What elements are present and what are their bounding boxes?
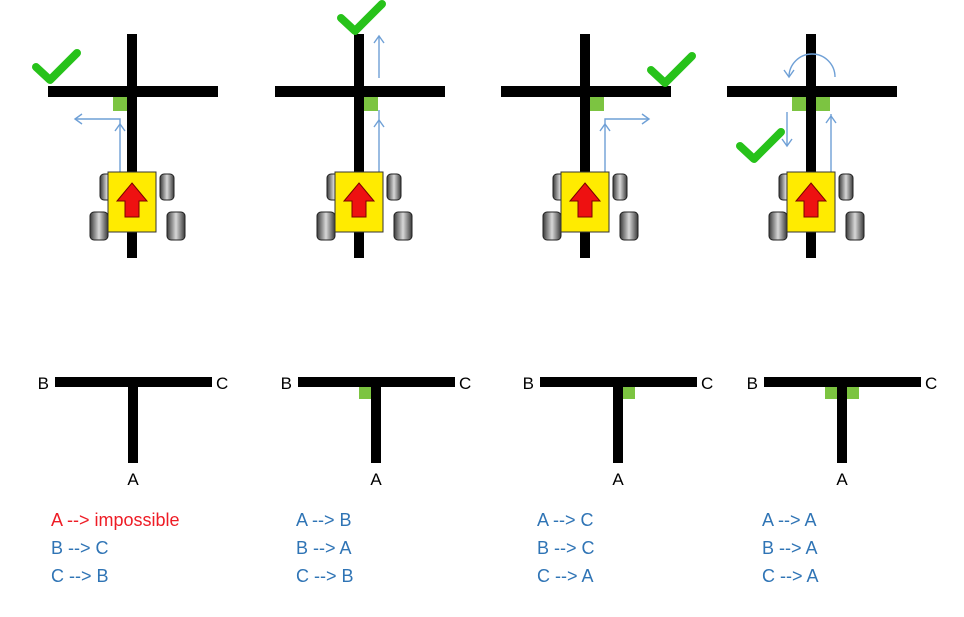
robot [542, 171, 639, 241]
arrow-head [373, 34, 385, 44]
wheel [316, 211, 336, 241]
routing-rule: A --> A [762, 510, 817, 530]
horizontal-line [501, 86, 671, 97]
u-turn-arc [788, 53, 836, 78]
robot-scenario-3 [501, 34, 696, 258]
wheel [619, 211, 639, 241]
vertical-line [127, 34, 137, 258]
routing-rule: A --> impossible [51, 510, 180, 530]
wheel [768, 211, 788, 241]
junction-top-bar [298, 377, 455, 387]
junction-stem [613, 387, 623, 463]
wheel [838, 173, 854, 201]
routing-rule: B --> A [762, 538, 818, 558]
label-b: B [38, 374, 49, 393]
arrow-head [73, 113, 83, 125]
junction-top-bar [540, 377, 697, 387]
robot-scenario-2 [275, 0, 445, 258]
label-a: A [836, 470, 848, 489]
label-a: A [370, 470, 382, 489]
direction-arrow-icon [115, 182, 149, 218]
junction-1: B C A A --> impossible B --> C C --> B [38, 374, 229, 586]
sensor-right [590, 97, 604, 111]
checkmark-icon [736, 128, 785, 163]
horizontal-line [727, 86, 897, 97]
routing-rule: B --> C [537, 538, 595, 558]
robot-scenario-4 [727, 34, 897, 258]
junction-marker-right [623, 387, 635, 399]
sensor-left [792, 97, 806, 111]
robot [768, 171, 865, 241]
direction-arrow-icon [794, 182, 828, 218]
label-a: A [612, 470, 624, 489]
wheel [386, 173, 402, 201]
wheel [542, 211, 562, 241]
arrow-head [373, 118, 385, 128]
routing-rule: C --> A [537, 566, 594, 586]
sensor-right [364, 97, 378, 111]
vertical-line [806, 34, 816, 258]
checkmark-icon [32, 49, 81, 84]
arrow-head [783, 69, 795, 79]
junction-stem [837, 387, 847, 463]
label-c: C [216, 374, 228, 393]
wheel [845, 211, 865, 241]
direction-arrow-icon [568, 182, 602, 218]
routing-rule: A --> C [537, 510, 594, 530]
sensor-right [816, 97, 830, 111]
junction-stem [371, 387, 381, 463]
checkmark-icon [647, 52, 696, 87]
junction-marker-left [825, 387, 837, 399]
arrow-head [781, 138, 793, 148]
routing-rule: C --> A [762, 566, 819, 586]
wheel [166, 211, 186, 241]
t-junctions: B C A A --> impossible B --> C C --> B B C A A --… [38, 374, 938, 586]
wheel [89, 211, 109, 241]
arrow-head [641, 113, 651, 125]
arrow-head [825, 114, 837, 124]
wheel [159, 173, 175, 201]
vertical-line [354, 34, 364, 258]
junction-top-bar [764, 377, 921, 387]
routing-rule: C --> B [296, 566, 354, 586]
label-a: A [127, 470, 139, 489]
horizontal-line [48, 86, 218, 97]
junction-3: B C A A --> C B --> C C --> A [523, 374, 714, 586]
arrow-head [114, 122, 126, 132]
wheel [393, 211, 413, 241]
junction-top-bar [55, 377, 212, 387]
junction-2: B C A A --> B B --> A C --> B [281, 374, 472, 586]
robot-scenario-1 [32, 34, 218, 258]
label-b: B [523, 374, 534, 393]
junction-marker-right [847, 387, 859, 399]
movement-path [75, 118, 121, 172]
junction-marker-left [359, 387, 371, 399]
sensor-left [113, 97, 127, 111]
label-b: B [281, 374, 292, 393]
routing-rule: A --> B [296, 510, 352, 530]
robot-scenarios [32, 0, 897, 258]
routing-rule: B --> C [51, 538, 109, 558]
checkmark-icon [337, 0, 386, 35]
junction-4: B C A A --> A B --> A C --> A [747, 374, 938, 586]
routing-rule: C --> B [51, 566, 109, 586]
robot [89, 171, 186, 241]
horizontal-line [275, 86, 445, 97]
arrow-head [599, 122, 611, 132]
routing-rule: B --> A [296, 538, 352, 558]
movement-path [604, 118, 649, 172]
label-c: C [459, 374, 471, 393]
label-b: B [747, 374, 758, 393]
wheel [612, 173, 628, 201]
label-c: C [701, 374, 713, 393]
direction-arrow-icon [342, 182, 376, 218]
robot [316, 171, 413, 241]
vertical-line [580, 34, 590, 258]
label-c: C [925, 374, 937, 393]
junction-stem [128, 387, 138, 463]
